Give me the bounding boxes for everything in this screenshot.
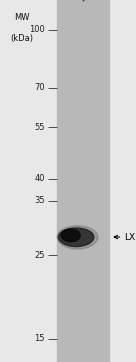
Text: 35: 35: [34, 196, 45, 205]
Text: LXN: LXN: [124, 232, 136, 241]
Text: 25: 25: [34, 251, 45, 260]
Bar: [57, 0, 109, 362]
Text: MW: MW: [14, 13, 30, 22]
Ellipse shape: [57, 226, 98, 249]
Ellipse shape: [58, 228, 94, 247]
Text: 70: 70: [34, 83, 45, 92]
Text: Rat brain: Rat brain: [79, 0, 113, 3]
Text: (kDa): (kDa): [10, 34, 33, 43]
Ellipse shape: [61, 229, 80, 242]
Text: 55: 55: [34, 123, 45, 131]
Text: 100: 100: [29, 25, 45, 34]
Text: 15: 15: [34, 334, 45, 343]
Text: 40: 40: [34, 174, 45, 184]
